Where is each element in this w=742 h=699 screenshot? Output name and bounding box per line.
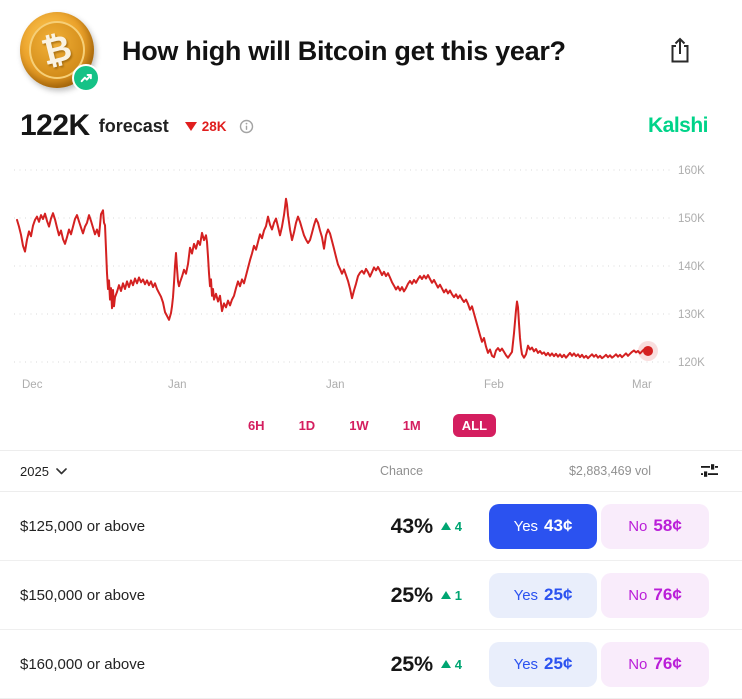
y-axis-label: 150K [678,213,705,225]
yes-price: 25¢ [544,654,573,673]
kalshi-logo: Kalshi [647,114,709,137]
market-chance: 25% [390,582,433,607]
no-price: 58¢ [653,516,682,535]
y-axis-label: 140K [678,261,705,273]
filter-button[interactable] [699,460,720,482]
y-axis-label: 130K [678,309,705,321]
price-line [16,197,649,360]
share-icon [671,37,689,63]
x-axis-label: Jan [168,379,187,391]
no-label: No [628,655,648,673]
triangle-up-icon [440,660,451,668]
x-axis-label: Feb [484,379,504,391]
timeframe-1w[interactable]: 1W [347,414,371,437]
market-label: $125,000 or above [20,517,146,535]
market-delta: 4 [454,656,462,672]
triangle-up-icon [440,522,451,530]
info-icon[interactable] [239,119,254,134]
share-button[interactable] [668,37,692,65]
market-chance: 25% [390,651,433,676]
market-avatar: ₿ [20,12,100,92]
no-button[interactable]: No 76¢ [601,572,709,618]
market-chance: 43% [390,513,433,538]
forecast-delta-value: 28K [201,118,227,134]
year-dropdown[interactable]: 2025 [20,464,67,479]
timeframe-1m[interactable]: 1M [401,414,423,437]
x-axis-label: Dec [22,379,43,391]
markets-list: $125,000 or above 43% 4 Yes 43¢ No 58¢ $150,000… [0,492,742,699]
page-title: How high will Bitcoin get this year? [122,35,566,66]
market-label: $160,000 or above [20,655,146,673]
timeframe-bar: 6H 1D 1W 1M ALL [0,413,742,437]
timeframe-all[interactable]: ALL [452,413,497,437]
y-axis-label: 120K [678,357,705,369]
sliders-icon [701,463,718,478]
market-chance-block: 43% 4 [391,514,462,539]
chevron-down-icon [56,467,67,474]
yes-label: Yes [513,586,539,604]
forecast-delta: 28K [184,118,227,134]
market-row: $125,000 or above 43% 4 Yes 43¢ No 58¢ [0,492,742,561]
market-label: $150,000 or above [20,586,146,604]
forecast-row: 122K forecast 28K Kalshi [0,108,742,144]
yes-button[interactable]: Yes 25¢ [489,641,597,687]
no-label: No [628,586,648,604]
no-button[interactable]: No 76¢ [601,641,709,687]
line-chart[interactable]: 160K 150K 140K 130K 120K Dec Jan Jan Feb Mar [0,158,742,398]
market-chance-block: 25% 4 [391,652,462,677]
header: ₿ How high will Bitcoin get this year? [0,0,742,92]
chance-column-header: Chance [380,464,424,478]
x-axis-label: Jan [326,379,345,391]
market-delta: 4 [454,518,462,534]
market-row: $150,000 or above 25% 1 Yes 25¢ No 76¢ [0,561,742,630]
year-dropdown-value: 2025 [20,463,49,479]
triangle-up-icon [440,591,451,599]
timeframe-1d[interactable]: 1D [297,414,318,437]
volume-label: $2,883,469 vol [568,464,651,478]
no-label: No [628,517,648,535]
yes-price: 25¢ [544,585,573,604]
bitcoin-coin-icon: ₿ [20,12,94,88]
triangle-down-icon [184,121,197,131]
market-delta: 1 [454,587,462,603]
x-axis-label: Mar [632,379,652,391]
yes-button[interactable]: Yes 25¢ [489,572,597,618]
no-price: 76¢ [653,654,682,673]
market-chance-block: 25% 1 [391,583,462,608]
market-row: $160,000 or above 25% 4 Yes 25¢ No 76¢ [0,630,742,699]
filter-bar: 2025 Chance $2,883,469 vol [0,450,742,492]
yes-label: Yes [513,655,539,673]
timeframe-6h[interactable]: 6H [246,414,267,437]
trend-up-badge-icon [72,64,100,92]
yes-button[interactable]: Yes 43¢ [489,503,597,549]
bitcoin-symbol: ₿ [37,26,77,73]
forecast-value: 122K [20,109,90,142]
y-axis-label: 160K [678,165,705,177]
yes-label: Yes [513,517,539,535]
yes-price: 43¢ [544,516,573,535]
no-price: 76¢ [653,585,682,604]
no-button[interactable]: No 58¢ [601,503,709,549]
endpoint-dot [643,345,653,356]
forecast-label: forecast [98,115,169,136]
price-chart: 160K 150K 140K 130K 120K Dec Jan Jan Feb Mar [0,158,742,403]
